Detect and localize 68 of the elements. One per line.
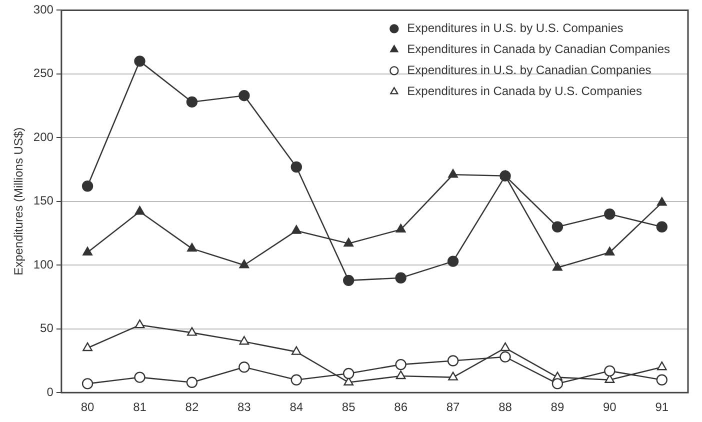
point xyxy=(239,336,250,345)
point xyxy=(448,372,458,380)
x-tick-label: 88 xyxy=(498,400,512,414)
point xyxy=(239,260,250,268)
point xyxy=(604,246,615,256)
point xyxy=(290,374,302,386)
y-tick-label: 0 xyxy=(46,384,54,399)
x-tick-label: 87 xyxy=(446,400,460,414)
point xyxy=(134,372,146,383)
point xyxy=(396,370,406,380)
legend-label: Expenditures in U.S. by U.S. Companies xyxy=(407,21,624,36)
point xyxy=(134,206,145,215)
x-tick-label: 85 xyxy=(342,400,356,414)
point xyxy=(395,272,406,284)
legend-label: Expenditures in Canada by U.S. Companies xyxy=(407,84,642,98)
x-tick-label: 82 xyxy=(185,400,199,414)
x-tick-label: 90 xyxy=(603,400,617,414)
y-tick-label: 250 xyxy=(33,66,54,80)
point xyxy=(552,221,564,232)
point xyxy=(82,378,94,390)
point xyxy=(344,238,354,247)
y-tick-label: 100 xyxy=(33,257,54,272)
point xyxy=(186,376,198,388)
point xyxy=(396,224,406,233)
point xyxy=(604,365,616,377)
point xyxy=(552,378,564,390)
y-axis-title: Expenditures (Millions US$) xyxy=(12,127,26,276)
x-tick-label: 80 xyxy=(80,400,95,414)
point xyxy=(604,208,616,220)
point xyxy=(552,262,562,271)
legend-label: Expenditures in Canada by Canadian Companies xyxy=(407,42,670,56)
point xyxy=(656,374,668,386)
legend-label: Expenditures in U.S. by Canadian Companies xyxy=(407,63,652,78)
point xyxy=(82,180,94,192)
point xyxy=(187,242,197,252)
point xyxy=(291,225,302,234)
point xyxy=(238,362,250,373)
point xyxy=(186,96,198,108)
point xyxy=(134,56,146,67)
x-tick-label: 89 xyxy=(550,400,564,414)
point xyxy=(500,170,511,182)
point xyxy=(447,256,459,267)
x-tick-label: 86 xyxy=(394,400,408,414)
y-tick-label: 200 xyxy=(33,130,54,144)
point xyxy=(82,342,92,352)
point xyxy=(187,327,197,336)
point xyxy=(500,342,510,352)
y-tick-label: 300 xyxy=(33,2,54,17)
x-tick-label: 91 xyxy=(655,400,669,414)
y-tick-label: 150 xyxy=(33,194,54,208)
point xyxy=(291,346,302,355)
point xyxy=(656,221,668,232)
x-tick-label: 84 xyxy=(290,400,304,414)
point xyxy=(134,319,145,328)
point xyxy=(656,197,667,206)
point xyxy=(290,161,302,173)
y-tick-label: 50 xyxy=(40,321,54,336)
point xyxy=(82,246,92,256)
point xyxy=(343,274,354,286)
x-tick-label: 81 xyxy=(133,400,147,414)
point xyxy=(447,355,459,366)
point xyxy=(656,362,667,370)
point xyxy=(343,368,354,380)
point xyxy=(395,358,406,370)
point xyxy=(238,90,250,102)
point xyxy=(500,351,511,363)
x-tick-label: 83 xyxy=(237,400,252,414)
point xyxy=(448,169,458,178)
